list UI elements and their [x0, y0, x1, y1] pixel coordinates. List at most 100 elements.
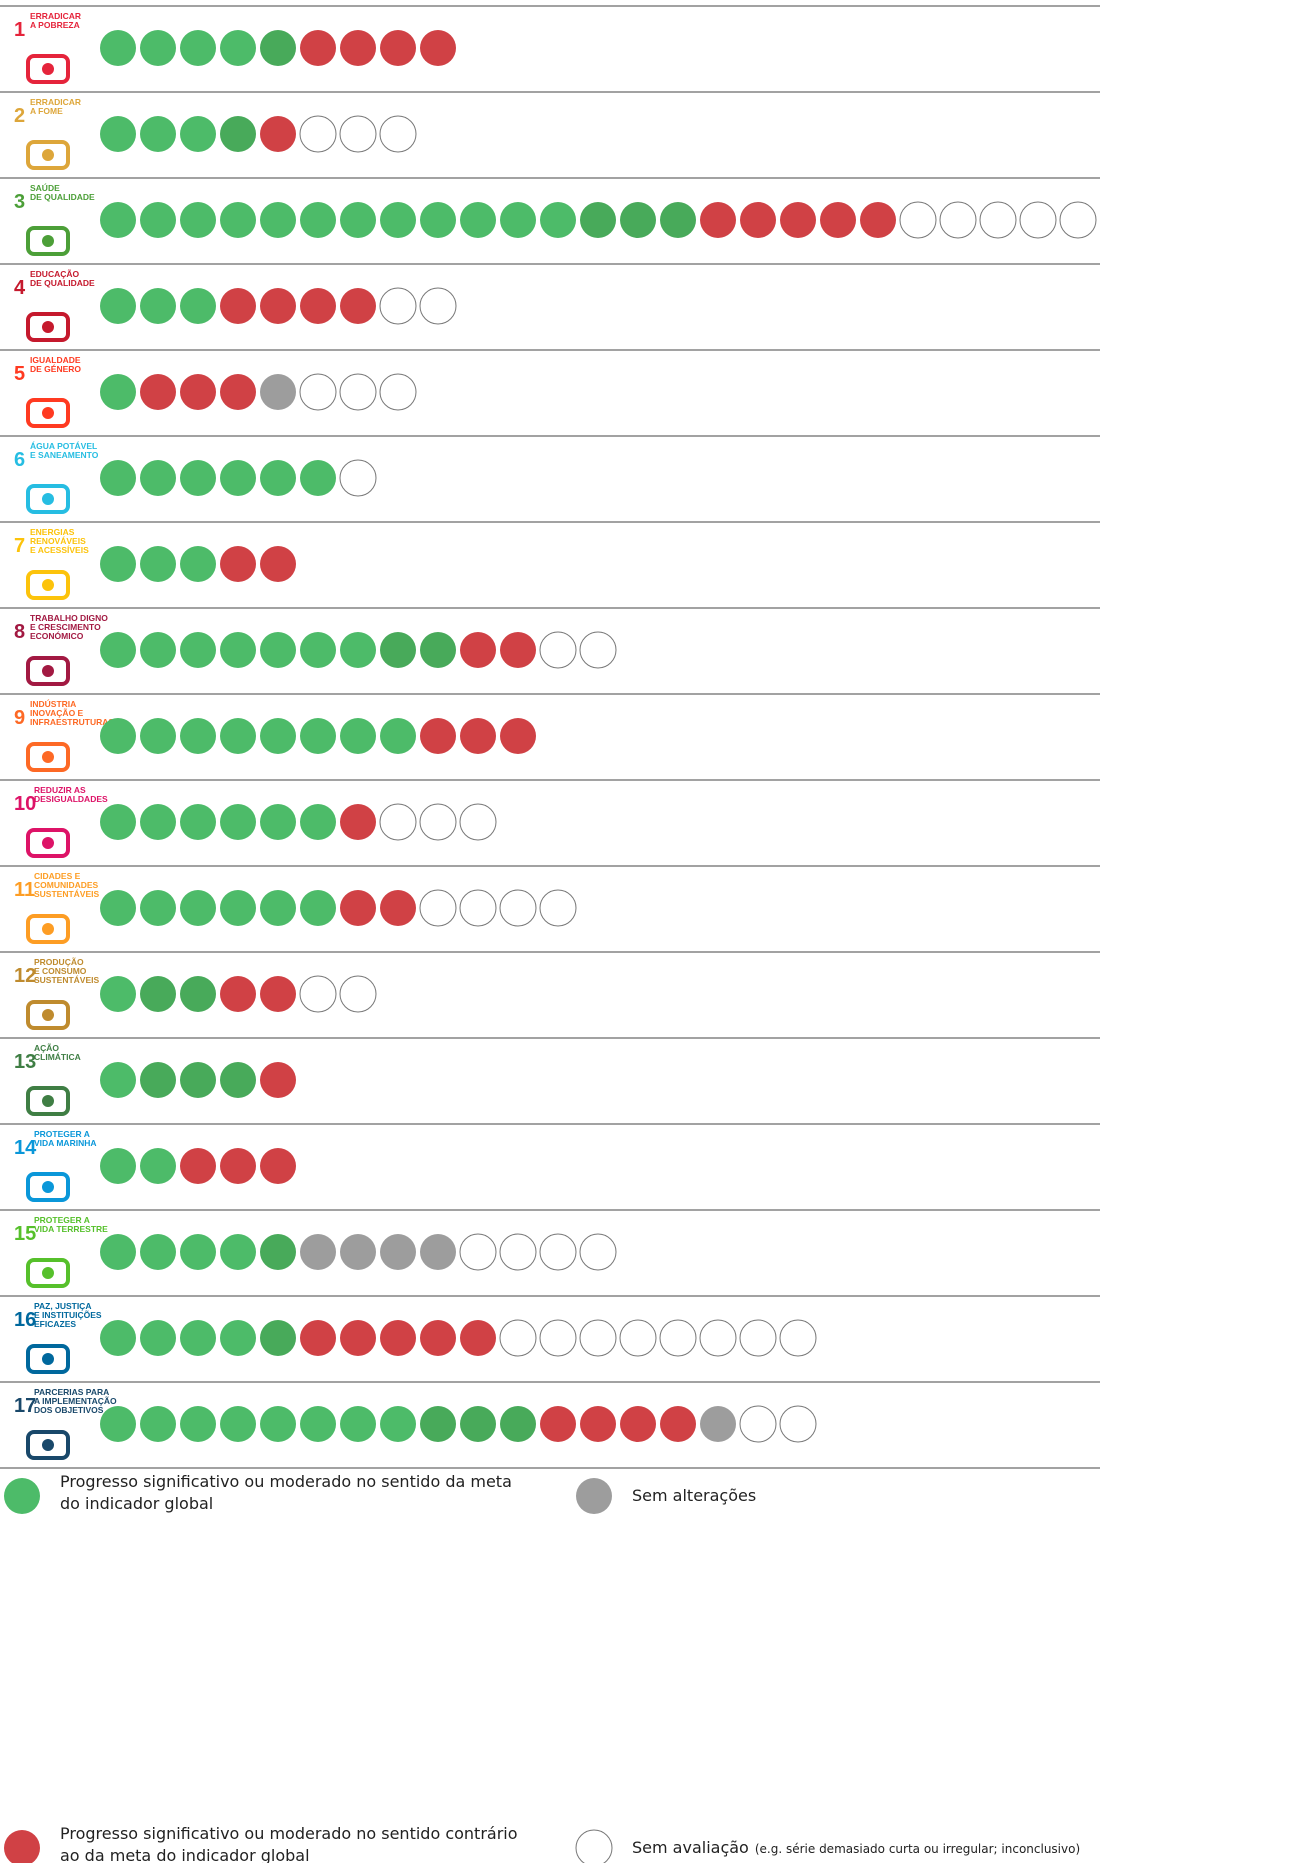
status-dot: [1059, 201, 1097, 239]
status-dot: [779, 1405, 817, 1443]
status-dot: [180, 890, 216, 926]
status-dot: [220, 288, 256, 324]
status-dot: [180, 288, 216, 324]
goal-label: ERRADICAR: [30, 11, 81, 21]
status-dot: [140, 1148, 176, 1184]
status-dot: [539, 889, 577, 927]
status-dot: [300, 632, 336, 668]
status-dot: [460, 1320, 496, 1356]
goal-label: PARCERIAS PARA: [34, 1387, 109, 1397]
status-dot: [140, 116, 176, 152]
status-dot: [340, 202, 376, 238]
goal-label: COMUNIDADES: [34, 880, 99, 890]
status-dot: [180, 1406, 216, 1442]
goal-label: RENOVÁVEIS: [30, 536, 86, 546]
goal-label: REDUZIR AS: [34, 785, 86, 795]
legend-text: ao da meta do indicador global: [60, 1846, 310, 1863]
status-dot: [420, 202, 456, 238]
goal-number: 16: [14, 1309, 36, 1331]
status-dot: [860, 202, 896, 238]
goal-number: 3: [14, 191, 25, 213]
status-dot: [100, 202, 136, 238]
status-dot: [100, 546, 136, 582]
goal-icon-center: [42, 407, 54, 419]
status-dot: [260, 890, 296, 926]
status-dot: [220, 116, 256, 152]
goal-label: E ACESSÍVEIS: [30, 545, 89, 555]
status-dot: [220, 202, 256, 238]
goal-label: E CONSUMO: [34, 966, 87, 976]
status-dot: [300, 460, 336, 496]
goal-icon: [26, 656, 70, 686]
status-dot: [340, 30, 376, 66]
goal-label: TRABALHO DIGNO: [30, 613, 108, 623]
status-dot: [340, 718, 376, 754]
status-dot: [260, 460, 296, 496]
goal-icon: [26, 226, 70, 256]
status-dot: [540, 1406, 576, 1442]
status-dot: [499, 889, 537, 927]
goal-number: 11: [14, 879, 35, 901]
legend-text: Sem avaliação: [632, 1838, 749, 1857]
status-dot: [180, 1062, 216, 1098]
status-dot: [380, 30, 416, 66]
status-dot: [220, 1148, 256, 1184]
status-dot: [740, 202, 776, 238]
status-dot: [300, 30, 336, 66]
status-dot: [380, 1320, 416, 1356]
status-dot: [419, 889, 457, 927]
goal-label: A IMPLEMENTAÇÃO: [34, 1396, 117, 1406]
status-dot: [380, 202, 416, 238]
goal-icon: [26, 570, 70, 600]
goal-label: E INSTITUIÇÕES: [34, 1310, 102, 1320]
status-dot: [260, 374, 296, 410]
goal-icon-center: [42, 1439, 54, 1451]
status-dot: [420, 632, 456, 668]
status-dot: [340, 288, 376, 324]
status-dot: [500, 718, 536, 754]
status-dot: [180, 804, 216, 840]
status-dot: [579, 1319, 617, 1357]
status-dot: [339, 975, 377, 1013]
status-dot: [100, 288, 136, 324]
status-dot: [419, 803, 457, 841]
status-dot: [939, 201, 977, 239]
status-dot: [820, 202, 856, 238]
status-dot: [220, 1062, 256, 1098]
goal-label: DE QUALIDADE: [30, 278, 95, 288]
status-dot: [180, 546, 216, 582]
goal-number: 5: [14, 363, 25, 385]
goal-icon-center: [42, 493, 54, 505]
status-dot: [100, 374, 136, 410]
status-dot: [420, 30, 456, 66]
status-dot: [460, 1406, 496, 1442]
status-dot: [380, 890, 416, 926]
status-dot: [340, 1320, 376, 1356]
goal-icon-center: [42, 923, 54, 935]
goal-label: DE GÉNERO: [30, 364, 81, 374]
status-dot: [339, 373, 377, 411]
legend-text: Progresso significativo ou moderado no s…: [60, 1824, 518, 1843]
status-dot: [260, 546, 296, 582]
status-dot: [420, 1234, 456, 1270]
goal-label: SUSTENTÁVEIS: [34, 975, 100, 985]
status-dot: [460, 718, 496, 754]
status-dot: [100, 718, 136, 754]
status-dot: [1019, 201, 1057, 239]
goal-number: 9: [14, 707, 25, 729]
goal-icon: [26, 914, 70, 944]
goal-icon-center: [42, 235, 54, 247]
status-dot: [260, 30, 296, 66]
goal-label: AÇÃO: [34, 1043, 59, 1053]
status-dot: [140, 804, 176, 840]
goal-icon-center: [42, 665, 54, 677]
status-dot: [379, 287, 417, 325]
goal-number: 17: [14, 1395, 36, 1417]
status-dot: [300, 288, 336, 324]
status-dot: [260, 1320, 296, 1356]
goal-label: A POBREZA: [30, 20, 80, 30]
status-dot: [619, 1319, 657, 1357]
goal-label: DOS OBJETIVOS: [34, 1405, 104, 1415]
status-dot: [500, 632, 536, 668]
